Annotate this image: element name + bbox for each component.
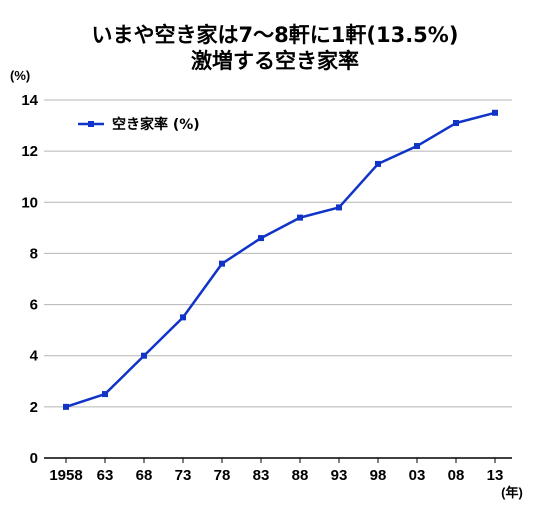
y-tick-label: 14 bbox=[21, 92, 38, 109]
x-tick-label: 03 bbox=[409, 467, 426, 484]
chart-title-line2: 激増する空き家率 bbox=[191, 49, 359, 73]
y-tick-label: 6 bbox=[30, 297, 38, 314]
y-tick-label: 0 bbox=[30, 450, 38, 467]
x-tick-label: 78 bbox=[214, 467, 231, 484]
x-tick-label: 93 bbox=[331, 467, 348, 484]
data-point bbox=[219, 260, 225, 267]
series-lines bbox=[63, 109, 498, 410]
x-tick-label: 73 bbox=[175, 467, 192, 484]
x-tick-label: 83 bbox=[253, 467, 270, 484]
series-line bbox=[65, 111, 496, 409]
y-tick-label: 10 bbox=[21, 194, 38, 211]
data-point bbox=[180, 314, 186, 321]
data-point bbox=[141, 352, 147, 359]
y-axis-unit: (%) bbox=[10, 68, 30, 83]
data-point bbox=[336, 204, 342, 211]
legend-label: 空き家率 (%) bbox=[112, 116, 200, 133]
x-tick-label: 1958 bbox=[49, 467, 82, 484]
data-point bbox=[453, 120, 459, 127]
y-tick-label: 2 bbox=[30, 399, 38, 416]
x-axis bbox=[44, 457, 512, 463]
y-tick-label: 8 bbox=[30, 245, 38, 262]
x-tick-label: 88 bbox=[292, 467, 309, 484]
chart-title-line1: いまや空き家は7～8軒に1軒(13.5%) bbox=[92, 23, 459, 47]
data-point bbox=[102, 391, 108, 398]
data-point bbox=[492, 109, 498, 116]
data-point bbox=[258, 235, 264, 242]
x-tick-label: 08 bbox=[448, 467, 465, 484]
legend-marker bbox=[88, 121, 94, 127]
gridlines bbox=[44, 99, 512, 408]
x-tick-labels: 1958 63 68 73 78 83 88 93 98 03 08 13 bbox=[49, 467, 503, 484]
data-point bbox=[63, 403, 69, 410]
data-point bbox=[297, 214, 303, 221]
data-point bbox=[375, 160, 381, 167]
x-tick-label: 63 bbox=[97, 467, 114, 484]
x-tick-label: 13 bbox=[487, 467, 504, 484]
x-tick-label: 68 bbox=[136, 467, 153, 484]
y-tick-label: 12 bbox=[21, 143, 38, 160]
legend: 空き家率 (%) bbox=[78, 116, 200, 133]
y-tick-labels: 0 2 4 6 8 10 12 14 bbox=[21, 92, 38, 467]
data-point bbox=[414, 143, 420, 150]
x-tick-label: 98 bbox=[370, 467, 387, 484]
x-axis-unit: (年) bbox=[501, 485, 523, 500]
y-tick-label: 4 bbox=[30, 348, 39, 365]
